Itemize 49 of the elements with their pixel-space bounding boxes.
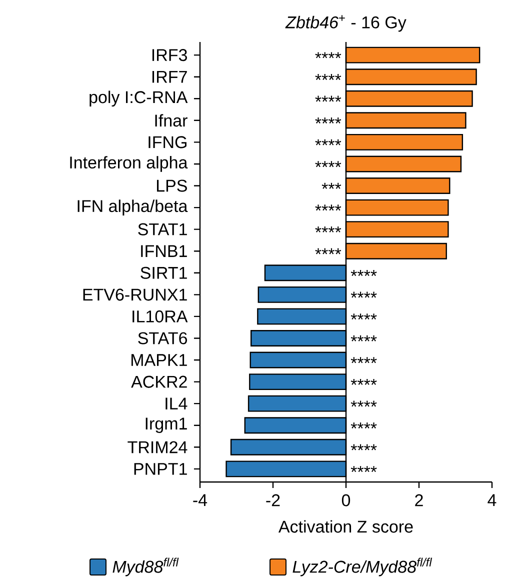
y-tick-label: IRF7	[152, 70, 187, 83]
data-label: ****	[350, 422, 377, 428]
x-tick-label: -2	[266, 494, 280, 506]
y-tick-label: TRIM24	[128, 441, 188, 454]
y-tick-label: MAPK1	[131, 354, 187, 366]
x-tick-label: 4	[488, 494, 496, 506]
data-label: ****	[350, 466, 377, 472]
y-tick-label: ACKR2	[131, 376, 187, 388]
y-tick-label: IRF3	[152, 49, 187, 62]
data-label: ****	[350, 314, 377, 320]
data-label: ****	[315, 204, 342, 211]
data-label: ****	[315, 52, 342, 58]
x-axis-title: Activation Z score	[278, 520, 413, 533]
y-tick-label: SIRT1	[140, 266, 187, 279]
data-label: ****	[350, 270, 377, 276]
data-label: ****	[315, 118, 342, 124]
data-label: ****	[315, 226, 342, 232]
y-tick-label: IL10RA	[132, 310, 188, 322]
y-tick-label: IL4	[166, 398, 188, 410]
data-label: ****	[315, 96, 342, 102]
chart-title: Zbtb46$^{+}$ - 16 Gy	[285, 15, 406, 32]
legend-label: Myd88$^{fl/fl}$	[112, 558, 179, 576]
data-label: ****	[350, 335, 377, 342]
data-label: ****	[315, 139, 342, 146]
y-tick-label: Interferon alpha	[70, 156, 188, 172]
data-label: ****	[350, 378, 377, 385]
data-label: ****	[350, 444, 377, 450]
y-tick-label: LPS	[156, 180, 187, 192]
data-label: ****	[315, 74, 342, 80]
y-tick-label: poly I:C-RNA	[90, 90, 188, 107]
y-tick-label: STAT6	[138, 332, 187, 344]
y-tick-label: STAT1	[138, 223, 187, 236]
data-label: ****	[315, 248, 342, 254]
y-tick-label: PNPT1	[134, 463, 187, 475]
y-tick-label: IFNG	[148, 136, 186, 148]
y-tick-label: Ifnar	[155, 114, 188, 127]
data-label: ***	[322, 182, 342, 189]
legend-label: Lyz2-Cre/Myd88$^{fl/fl}$	[292, 558, 432, 576]
y-tick-label: IFNB1	[141, 245, 187, 257]
x-tick-label: 2	[415, 494, 423, 506]
data-label: ****	[350, 357, 377, 364]
data-label: ****	[350, 292, 377, 298]
data-label: ****	[350, 400, 377, 407]
y-tick-label: ETV6-RUNX1	[83, 288, 187, 301]
x-tick-label: -4	[193, 494, 208, 506]
y-tick-label: IFN alpha/beta	[78, 200, 188, 216]
x-tick-label: 0	[342, 494, 350, 506]
y-tick-label: Irgm1	[146, 418, 187, 433]
data-label: ****	[315, 161, 342, 168]
